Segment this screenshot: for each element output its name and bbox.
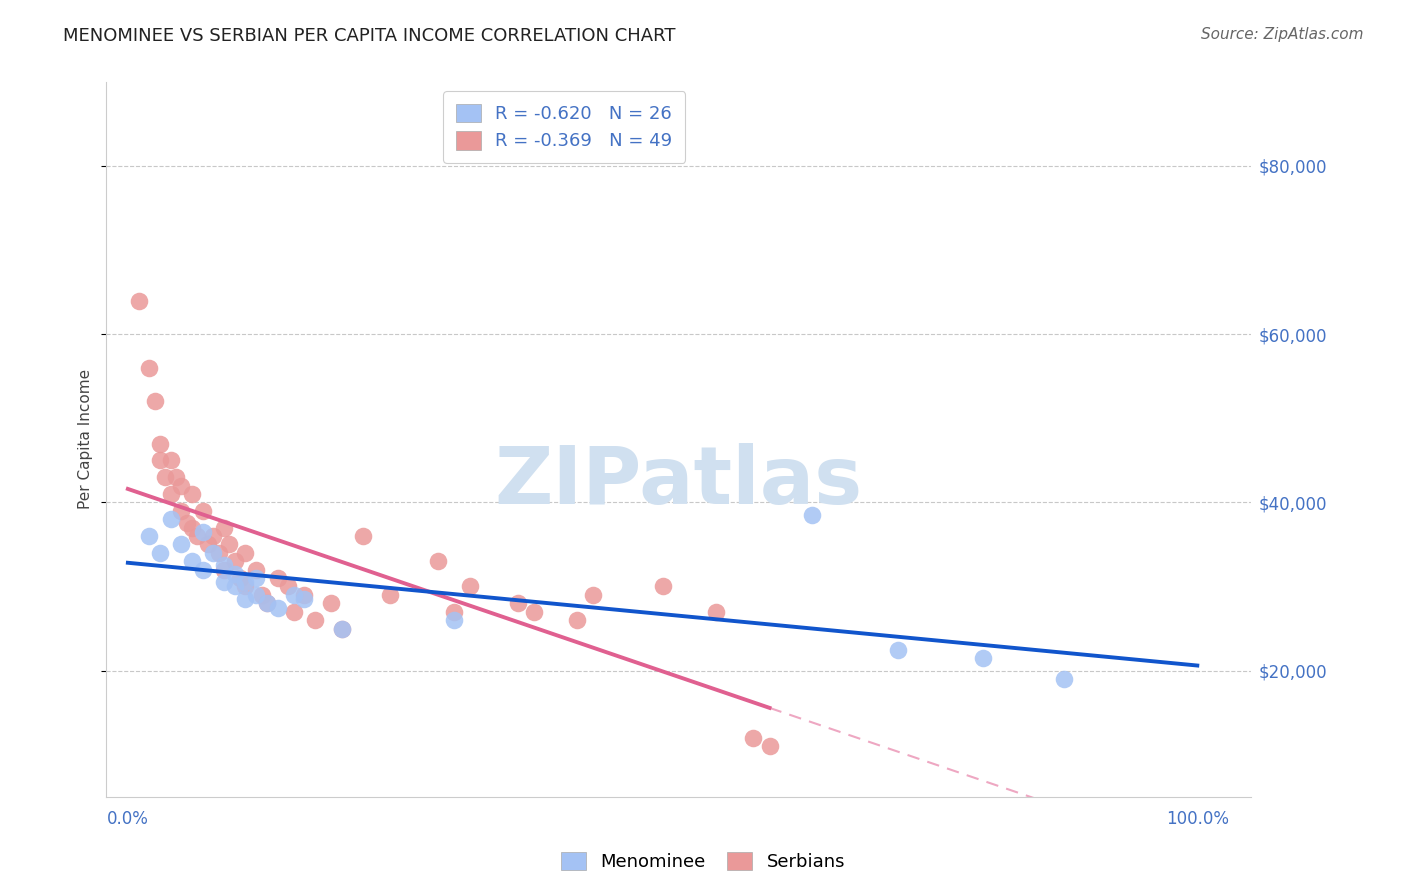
Point [651, 580, 673, 594]
Point [277, 580, 299, 594]
Text: Source: ZipAtlas.com: Source: ZipAtlas.com [1201, 27, 1364, 42]
Point [582, 588, 605, 602]
Point [138, 529, 160, 543]
Point [208, 546, 231, 560]
Point [159, 487, 181, 501]
Point [149, 436, 172, 450]
Point [224, 554, 246, 568]
Point [212, 521, 235, 535]
Point [181, 554, 204, 568]
Point [245, 571, 267, 585]
Point [704, 605, 727, 619]
Point [202, 529, 225, 543]
Point [235, 592, 257, 607]
Point [801, 508, 824, 522]
Point [304, 613, 326, 627]
Point [319, 596, 342, 610]
Point [191, 504, 214, 518]
Point [181, 521, 204, 535]
Point [197, 537, 219, 551]
Point [250, 588, 273, 602]
Point [212, 558, 235, 573]
Point [330, 622, 353, 636]
Point [235, 580, 257, 594]
Point [176, 516, 198, 531]
Y-axis label: Per Capita Income: Per Capita Income [79, 369, 93, 509]
Point [170, 504, 193, 518]
Text: MENOMINEE VS SERBIAN PER CAPITA INCOME CORRELATION CHART: MENOMINEE VS SERBIAN PER CAPITA INCOME C… [63, 27, 676, 45]
Point [128, 293, 150, 308]
Point [758, 739, 780, 754]
Point [330, 622, 353, 636]
Point [224, 580, 246, 594]
Point [159, 512, 181, 526]
Point [292, 588, 315, 602]
Point [212, 563, 235, 577]
Point [245, 588, 267, 602]
Point [149, 546, 172, 560]
Point [149, 453, 172, 467]
Point [229, 571, 252, 585]
Text: ZIPatlas: ZIPatlas [495, 443, 863, 521]
Point [266, 600, 288, 615]
Point [1052, 672, 1074, 686]
Point [742, 731, 765, 745]
Point [266, 571, 288, 585]
Point [972, 651, 994, 665]
Point [443, 613, 465, 627]
Point [159, 453, 181, 467]
Point [170, 478, 193, 492]
Point [202, 546, 225, 560]
Point [235, 546, 257, 560]
Point [256, 596, 278, 610]
Point [186, 529, 208, 543]
Point [235, 575, 257, 590]
Point [138, 360, 160, 375]
Point [191, 563, 214, 577]
Point [143, 394, 166, 409]
Point [458, 580, 481, 594]
Point [887, 642, 910, 657]
Point [212, 575, 235, 590]
Legend: R = -0.620   N = 26, R = -0.369   N = 49: R = -0.620 N = 26, R = -0.369 N = 49 [443, 91, 685, 163]
Point [155, 470, 177, 484]
Point [523, 605, 546, 619]
Point [245, 563, 267, 577]
Point [352, 529, 374, 543]
Point [170, 537, 193, 551]
Point [508, 596, 530, 610]
Point [224, 566, 246, 581]
Point [427, 554, 450, 568]
Point [283, 588, 305, 602]
Point [191, 524, 214, 539]
Point [181, 487, 204, 501]
Point [218, 537, 240, 551]
Point [292, 592, 315, 607]
Legend: Menominee, Serbians: Menominee, Serbians [554, 845, 852, 879]
Point [256, 596, 278, 610]
Point [443, 605, 465, 619]
Point [565, 613, 588, 627]
Point [165, 470, 187, 484]
Point [378, 588, 401, 602]
Point [283, 605, 305, 619]
